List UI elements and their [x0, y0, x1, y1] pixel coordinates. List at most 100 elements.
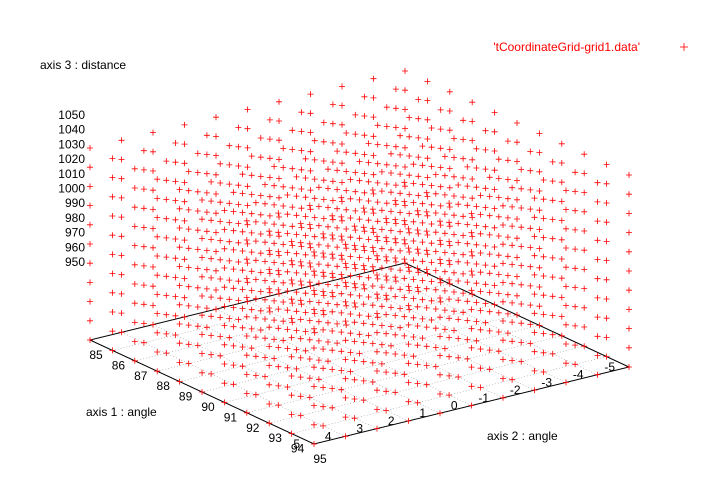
data-point — [203, 305, 210, 312]
y-axis-label: axis 2 : angle — [487, 429, 558, 443]
data-point — [320, 346, 327, 353]
data-point — [415, 211, 422, 218]
data-point — [414, 265, 421, 272]
data-point — [360, 262, 367, 269]
data-point — [594, 256, 601, 263]
data-point — [185, 360, 192, 367]
data-point — [378, 264, 385, 271]
data-point — [217, 237, 224, 244]
data-point — [392, 124, 399, 131]
data-point — [271, 278, 278, 285]
data-point — [262, 296, 268, 303]
data-point — [419, 181, 426, 188]
data-point — [172, 159, 179, 166]
data-point — [280, 260, 287, 267]
data-point — [603, 219, 610, 226]
data-point — [482, 166, 489, 173]
data-point — [118, 194, 125, 201]
data-point — [311, 329, 318, 336]
data-point — [428, 317, 435, 323]
data-point — [558, 275, 565, 282]
data-point — [410, 218, 417, 225]
data-point — [477, 250, 484, 256]
y-tick-label: 94 — [291, 442, 305, 456]
data-point — [594, 179, 601, 186]
data-point — [352, 188, 359, 195]
data-point — [213, 133, 219, 140]
data-point — [536, 188, 543, 194]
data-point — [383, 369, 390, 376]
data-point — [572, 265, 579, 272]
data-point — [405, 264, 412, 271]
data-point — [410, 257, 417, 264]
data-point — [172, 255, 179, 262]
data-point — [374, 179, 381, 186]
data-point — [248, 268, 255, 275]
data-point — [266, 308, 273, 315]
z-tick-label: 1000 — [58, 182, 85, 196]
data-point — [271, 297, 278, 304]
data-point — [140, 224, 147, 231]
data-point — [549, 312, 556, 319]
data-point — [306, 240, 313, 247]
data-point — [221, 380, 228, 387]
data-point — [370, 114, 377, 121]
data-point — [603, 353, 610, 360]
data-point — [392, 258, 399, 265]
data-point — [293, 346, 300, 353]
data-point — [213, 191, 219, 197]
data-point — [401, 371, 408, 378]
data-point — [437, 241, 444, 248]
data-point — [230, 285, 237, 292]
data-point — [370, 75, 377, 82]
data-point — [626, 248, 632, 255]
data-point — [293, 365, 300, 372]
data-point — [432, 190, 439, 197]
y-tick-label: 87 — [134, 369, 148, 383]
data-point — [468, 287, 475, 294]
data-point — [441, 326, 448, 333]
data-point — [437, 295, 443, 301]
data-point — [558, 198, 565, 205]
data-point — [185, 245, 192, 252]
data-point — [405, 360, 412, 367]
data-point — [397, 324, 404, 331]
data-point — [262, 373, 268, 380]
data-point — [306, 336, 313, 343]
data-point — [351, 338, 358, 345]
data-point — [563, 245, 569, 251]
data-point — [325, 204, 331, 211]
data-point — [185, 206, 192, 213]
data-point — [140, 243, 147, 250]
data-point — [374, 256, 381, 263]
data-point — [401, 236, 408, 243]
data-point — [320, 119, 327, 126]
data-point — [329, 347, 336, 354]
data-point — [172, 312, 179, 319]
data-point — [509, 203, 516, 210]
data-point — [176, 263, 183, 270]
data-point — [527, 206, 534, 213]
data-point — [217, 218, 224, 225]
data-point — [87, 202, 93, 209]
data-point — [419, 239, 426, 246]
data-point — [87, 317, 93, 324]
data-point — [536, 284, 543, 290]
data-point — [257, 307, 264, 314]
data-point — [446, 223, 453, 230]
data-point — [334, 263, 341, 270]
data-point — [276, 252, 282, 259]
data-point — [307, 283, 314, 290]
data-point — [131, 357, 138, 364]
data-point — [320, 269, 327, 276]
data-point — [563, 206, 569, 213]
data-point — [423, 208, 430, 215]
data-point — [432, 325, 439, 332]
data-point — [495, 194, 502, 201]
data-point — [131, 165, 138, 172]
data-point — [329, 289, 336, 296]
data-point — [275, 402, 282, 409]
data-point — [320, 234, 327, 241]
data-point — [518, 320, 525, 327]
